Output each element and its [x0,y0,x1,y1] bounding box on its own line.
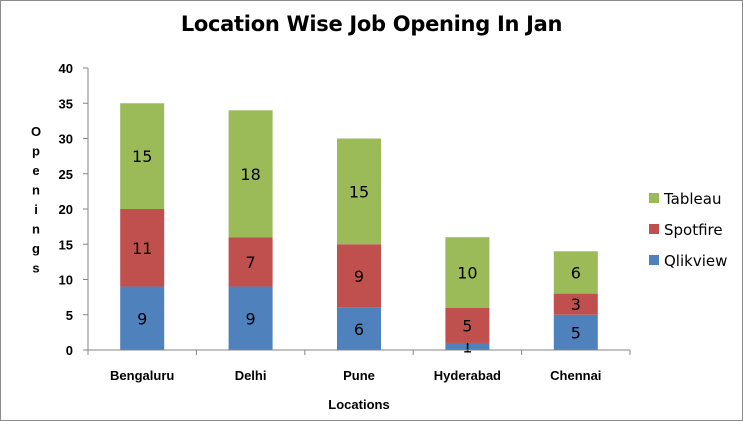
y-tick-label: 20 [59,202,73,217]
bar-qlikview-hyderabad [445,342,490,350]
bar-spotfire-delhi [228,237,273,287]
bar-qlikview-bengaluru [120,286,165,350]
x-tick-label: Pune [343,368,375,383]
data-label-qlikview-bengaluru: 9 [137,309,147,328]
x-tick-label: Hyderabad [434,368,501,383]
bar-qlikview-chennai [553,314,598,350]
bar-tableau-chennai [553,251,598,294]
bar-tableau-bengaluru [120,103,165,209]
y-tick-label: 5 [66,308,73,323]
data-label-spotfire-chennai: 3 [571,295,581,314]
data-label-qlikview-delhi: 9 [246,309,256,328]
bar-tableau-hyderabad [445,237,490,308]
y-tick-label: 0 [66,343,73,358]
data-label-qlikview-chennai: 5 [571,323,581,342]
bar-spotfire-bengaluru [120,209,165,287]
y-tick-label: 35 [59,96,73,111]
y-tick-label: 40 [59,61,73,76]
legend-label-qlikview: Qlikview [664,252,727,270]
chart-title: Location Wise Job Opening In Jan [180,12,563,36]
x-axis-title: Locations [328,397,389,412]
legend-label-spotfire: Spotfire [664,221,723,239]
data-label-qlikview-pune: 6 [354,320,364,339]
data-label-qlikview-hyderabad: 1 [462,337,472,356]
legend-swatch-tableau [649,193,659,203]
bar-spotfire-hyderabad [445,307,490,343]
y-tick-label: 30 [59,132,73,147]
data-label-tableau-bengaluru: 15 [132,147,152,166]
data-label-spotfire-bengaluru: 11 [132,239,152,258]
bar-qlikview-pune [337,307,381,350]
legend-swatch-qlikview [649,255,659,265]
bar-tableau-delhi [228,110,273,238]
x-tick-label: Chennai [550,368,601,383]
y-tick-label: 25 [59,167,73,182]
legend: Tableau Spotfire Qlikview [649,190,727,270]
data-label-tableau-pune: 15 [349,182,369,201]
legend-swatch-spotfire [649,224,659,234]
data-label-tableau-hyderabad: 10 [457,263,477,282]
x-tick-label: Delhi [235,368,267,383]
data-label-spotfire-hyderabad: 5 [462,316,472,335]
axes-layer: Bengaluru Delhi Pune Hyderabad Chennai051015… [31,61,631,412]
y-tick-label: 15 [59,237,73,252]
bar-qlikview-delhi [228,286,273,350]
data-label-spotfire-delhi: 7 [246,253,256,272]
x-tick-label: Bengaluru [110,368,174,383]
y-tick-label: 10 [59,273,73,288]
data-label-spotfire-pune: 9 [354,267,364,286]
bar-tableau-pune [337,138,381,245]
bar-spotfire-pune [337,244,381,308]
data-label-tableau-chennai: 6 [571,263,581,282]
legend-label-tableau: Tableau [663,190,722,208]
data-label-tableau-delhi: 18 [240,165,260,184]
bar-spotfire-chennai [553,293,598,315]
